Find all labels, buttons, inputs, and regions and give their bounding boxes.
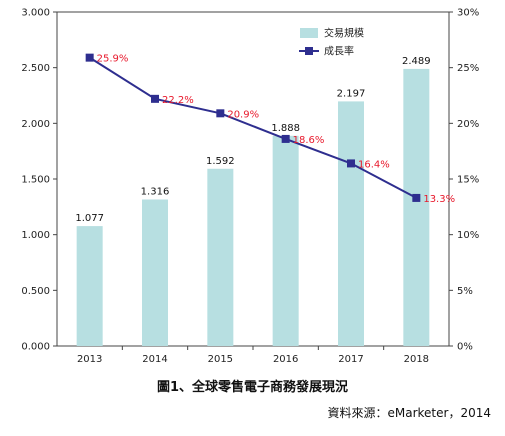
growth-value-label: 16.4% bbox=[358, 159, 390, 170]
growth-line: 25.9% 22.2% 20.9% 18.6% 16.4% 13.3% bbox=[85, 53, 455, 205]
bar-value-label: 2.197 bbox=[337, 88, 366, 99]
chart: 0.000 0.500 1.000 1.500 2.000 2.500 3.000 0% 5%… bbox=[21, 8, 479, 366]
source-note: 資料來源：eMarketer，2014 bbox=[327, 406, 492, 420]
bar bbox=[76, 226, 103, 346]
left-tick-label: 0.500 bbox=[21, 286, 50, 297]
plot-area bbox=[56, 11, 450, 347]
growth-line-path bbox=[89, 56, 417, 199]
growth-point bbox=[85, 53, 94, 62]
growth-value-label: 25.9% bbox=[97, 54, 129, 65]
growth-point bbox=[347, 159, 355, 168]
left-tick-label: 1.000 bbox=[21, 230, 50, 241]
growth-point bbox=[412, 193, 421, 202]
legend-bar-swatch bbox=[300, 28, 318, 38]
right-tick-label: 30% bbox=[457, 8, 479, 19]
bar-value-label: 1.077 bbox=[75, 213, 104, 224]
x-axis: 2013 2014 2015 2016 2017 2018 bbox=[77, 346, 429, 365]
left-tick-label: 0.000 bbox=[21, 342, 50, 353]
growth-point bbox=[216, 109, 225, 118]
right-tick-label: 0% bbox=[457, 342, 473, 353]
growth-value-label: 18.6% bbox=[293, 135, 325, 146]
right-axis: 0% 5% 10% 15% 20% 25% 30% bbox=[449, 8, 479, 353]
x-tick-label: 2017 bbox=[338, 354, 363, 365]
bar-labels: 1.077 1.316 1.592 1.888 2.197 2.489 bbox=[75, 56, 430, 224]
right-tick-label: 25% bbox=[457, 63, 479, 74]
bars bbox=[76, 68, 430, 347]
bar-value-label: 1.316 bbox=[141, 186, 170, 197]
x-tick-label: 2013 bbox=[77, 354, 102, 365]
x-tick-label: 2014 bbox=[142, 354, 167, 365]
chart-caption: 圖1、全球零售電子商務發展現況 bbox=[156, 380, 349, 395]
growth-point bbox=[281, 134, 290, 143]
legend-line-label: 成長率 bbox=[324, 45, 354, 58]
left-tick-label: 2.000 bbox=[21, 119, 50, 130]
bar-value-label: 1.592 bbox=[206, 156, 235, 167]
left-tick-label: 3.000 bbox=[21, 8, 50, 19]
bar-value-label: 2.489 bbox=[402, 56, 431, 67]
bar bbox=[403, 68, 430, 347]
bar bbox=[338, 101, 364, 346]
growth-value-label: 20.9% bbox=[227, 109, 259, 120]
bar bbox=[272, 135, 299, 346]
growth-value-label: 13.3% bbox=[423, 194, 455, 205]
growth-point bbox=[151, 94, 159, 103]
left-tick-label: 1.500 bbox=[21, 175, 50, 186]
x-tick-label: 2015 bbox=[208, 354, 233, 365]
right-tick-label: 15% bbox=[457, 175, 479, 186]
legend-line-marker bbox=[305, 47, 313, 55]
bar bbox=[142, 199, 168, 346]
x-tick-label: 2018 bbox=[404, 354, 429, 365]
right-tick-label: 10% bbox=[457, 230, 479, 241]
growth-value-label: 22.2% bbox=[162, 95, 194, 106]
x-tick-label: 2016 bbox=[273, 354, 298, 365]
bar-value-label: 1.888 bbox=[271, 123, 300, 134]
right-tick-label: 5% bbox=[457, 286, 473, 297]
right-tick-label: 20% bbox=[457, 119, 479, 130]
left-axis: 0.000 0.500 1.000 1.500 2.000 2.500 3.000 bbox=[21, 8, 57, 353]
legend-bar-label: 交易規模 bbox=[324, 27, 364, 40]
bar bbox=[207, 168, 234, 346]
left-tick-label: 2.500 bbox=[21, 63, 50, 74]
